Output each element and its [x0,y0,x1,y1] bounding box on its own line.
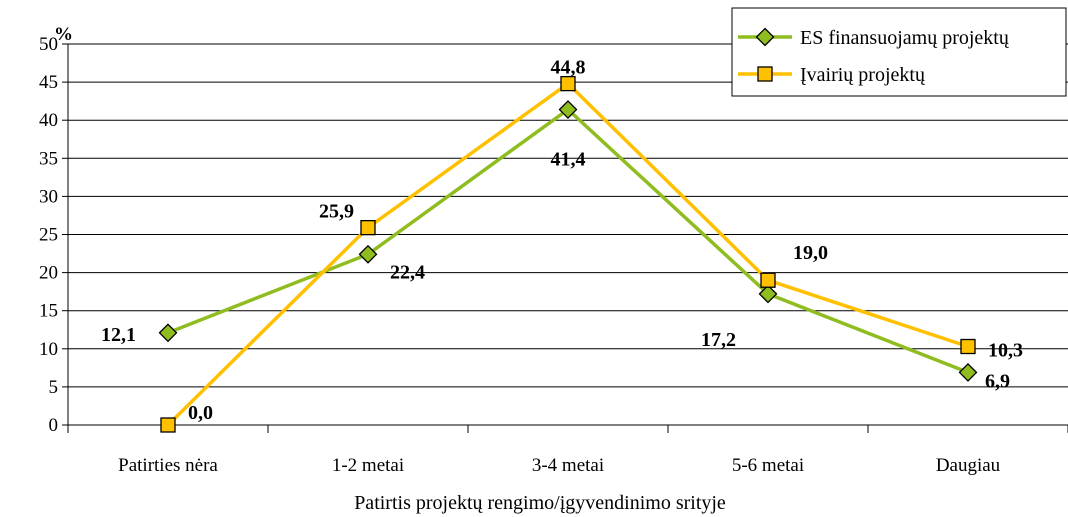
data-label: 41,4 [551,149,586,171]
data-label: 17,2 [701,329,736,351]
legend-label-1: ES finansuojamų projektų [800,27,1010,49]
x-tick-label: Daugiau [936,455,1001,476]
y-tick-label: 15 [39,301,58,322]
series-1-point [958,363,978,382]
series-1-point [158,323,178,343]
y-axis-ticks: 0 5 10 15 20 25 30 35 40 45 50 [39,34,68,436]
x-tick-label: Patirties nėra [118,455,218,476]
series-1-point [358,244,378,264]
data-label: 12,1 [101,324,136,346]
data-labels: 12,1 22,4 41,4 17,2 6,9 0,0 25,9 44,8 19,0 10,3 [101,57,1023,424]
x-axis-ticks: Patirties nėra 1-2 metai 3-4 metai 5-6 meta… [67,425,1068,476]
y-tick-label: 45 [39,72,58,93]
series-2-point [360,219,376,236]
legend: ES finansuojamų projektų Įvairių projektų [731,7,1067,97]
y-tick-label: 5 [49,377,59,398]
data-label: 10,3 [988,340,1023,362]
y-tick-label: 35 [39,148,58,169]
y-tick-label: 10 [39,339,58,360]
data-label: 19,0 [793,242,828,264]
y-tick-label: 20 [39,263,58,284]
legend-box [731,7,1067,97]
series-2-point [560,75,576,92]
legend-marker-2 [757,66,773,82]
y-tick-label: 50 [39,34,58,55]
y-tick-label: 25 [39,225,58,246]
y-tick-label: 30 [39,186,58,207]
y-tick-label: 0 [49,415,59,436]
legend-marker-1 [755,27,775,47]
x-tick-label: 1-2 metai [332,455,404,476]
y-unit-label: % [54,24,73,45]
x-tick-label: 3-4 metai [532,455,604,476]
series-1-point [558,100,578,119]
legend-label-2: Įvairių projektų [800,64,926,86]
series-2-point [760,272,776,288]
series-2-point [960,338,976,355]
series-layer [158,75,978,433]
data-label: 22,4 [390,261,425,283]
data-label: 6,9 [985,370,1010,392]
data-label: 25,9 [319,201,354,223]
series-2-point [160,417,176,433]
data-label: 44,8 [551,57,586,79]
series-line-2 [166,81,969,427]
series-1-point [758,284,778,304]
y-tick-label: 40 [39,110,58,131]
x-tick-label: 5-6 metai [732,455,804,476]
x-axis-title: Patirtis projektų rengimo/įgyvendinimo s… [354,492,726,514]
data-label: 0,0 [188,402,213,424]
